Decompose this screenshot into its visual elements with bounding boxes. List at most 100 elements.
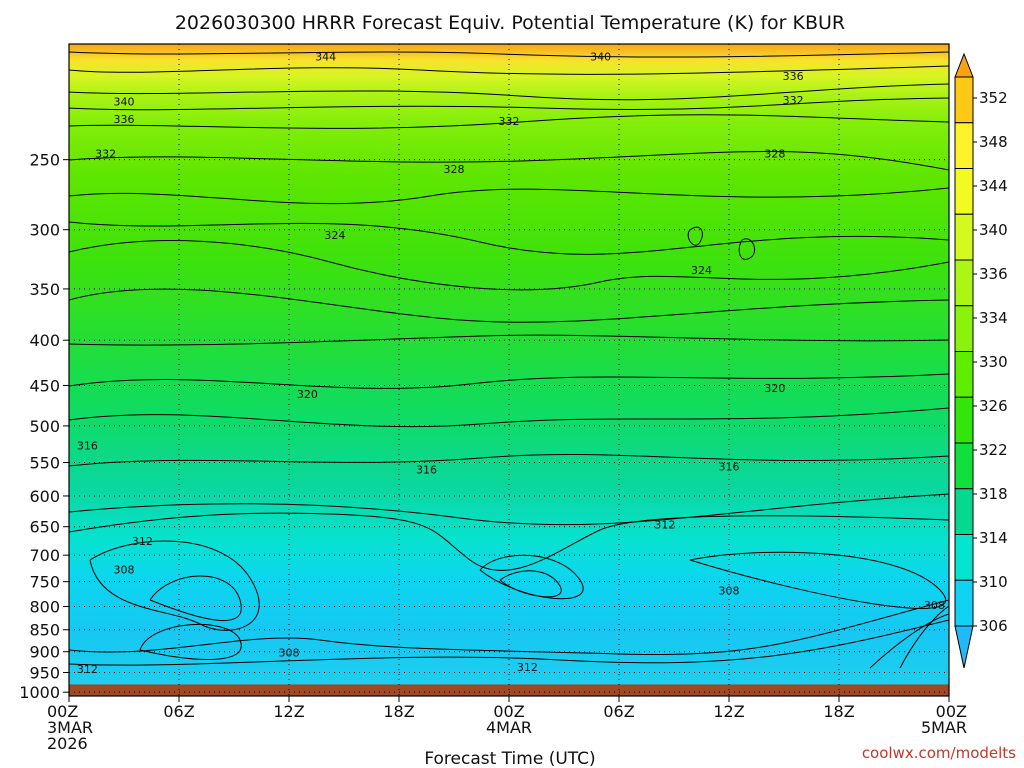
contour-label: 332 [95, 147, 116, 160]
contour-line [69, 97, 949, 111]
colorbar-label: 334 [979, 309, 1008, 327]
colorbar-arrow-top [954, 52, 974, 78]
contour-label: 312 [77, 663, 98, 676]
contour-label: 324 [691, 264, 712, 277]
x-tick-label: 06Z [603, 702, 634, 721]
credit-text: coolwx.com/modelts [862, 744, 1016, 762]
colorbar-swatch [954, 579, 974, 627]
contour-label: 332 [499, 115, 520, 128]
colorbar-swatch [954, 488, 974, 535]
colorbar-swatch [954, 122, 974, 169]
contour-line [69, 493, 949, 526]
x-tick-label: 00Z [493, 702, 524, 721]
colorbar-label: 306 [979, 617, 1008, 635]
contour-line [69, 454, 949, 467]
colorbar-label: 348 [979, 133, 1008, 151]
contour-line [69, 288, 949, 323]
colorbar-label: 340 [979, 221, 1008, 239]
colorbar-label: 310 [979, 573, 1008, 591]
contour-line [689, 551, 947, 610]
y-tick-label: 900 [29, 643, 60, 662]
y-tick-label: 350 [29, 280, 60, 299]
colorbar-swatch [954, 442, 974, 490]
y-tick-label: 400 [29, 331, 60, 350]
contour-line [69, 65, 949, 75]
contour-line [69, 334, 949, 346]
contour-line [69, 240, 949, 291]
y-tick-label: 600 [29, 487, 60, 506]
contour-line [738, 238, 755, 260]
colorbar-arrow-bottom [954, 625, 974, 669]
y-tick-label: 950 [29, 663, 60, 682]
colorbar: 352 348 344 340 336 334 330 326 322 318 314 310 306 [954, 52, 1008, 669]
contour-label: 336 [114, 113, 135, 126]
y-tick-label: 450 [29, 376, 60, 395]
contour-label: 344 [315, 50, 336, 63]
contour-label: 308 [279, 647, 300, 660]
colorbar-label: 330 [979, 353, 1008, 371]
y-tick-label: 550 [29, 454, 60, 473]
colorbar-label: 336 [979, 265, 1008, 283]
ground [69, 684, 949, 696]
colorbar-swatch [954, 259, 974, 307]
x-tick-label: 12Z [273, 702, 304, 721]
contour-line [687, 226, 703, 246]
y-tick-label: 800 [29, 597, 60, 616]
contour-line [899, 605, 949, 669]
contour-line [69, 221, 949, 255]
contour-label: 316 [77, 439, 98, 452]
chart-title: 2026030300 HRRR Forecast Equiv. Potentia… [175, 12, 845, 34]
x-tick-label: 18Z [823, 702, 854, 721]
contour-label: 336 [783, 70, 804, 83]
y-tick-label: 250 [29, 151, 60, 170]
contour-line [149, 575, 242, 622]
contour-label: 320 [764, 382, 785, 395]
contour-line [869, 613, 949, 669]
contour-line [499, 570, 562, 598]
y-tick-label: 650 [29, 518, 60, 537]
contour-line [69, 373, 949, 389]
x-tick-label: 18Z [383, 702, 414, 721]
y-tick-label: 500 [29, 417, 60, 436]
contour-line [69, 114, 949, 129]
contour-label: 312 [132, 535, 153, 548]
contour-label: 312 [654, 518, 675, 531]
x-tick-label: 2026 [47, 734, 88, 753]
x-tick-label: 00Z [47, 702, 78, 721]
y-tick-label: 850 [29, 621, 60, 640]
x-axis-label: Forecast Time (UTC) [424, 749, 595, 768]
colorbar-label: 326 [979, 397, 1008, 415]
contour-label: 340 [114, 96, 135, 109]
colorbar-swatch [954, 168, 974, 215]
colorbar-swatch [954, 213, 974, 261]
colorbar-label: 318 [979, 485, 1008, 503]
contour-line [69, 407, 949, 428]
contour-label: 308 [114, 564, 135, 577]
colorbar-label: 344 [979, 177, 1008, 195]
contour-label: 340 [590, 50, 611, 63]
contour-label: 328 [764, 147, 785, 160]
y-tick-label: 700 [29, 546, 60, 565]
y-tick-label: 1000 [19, 683, 60, 702]
contour-line [69, 512, 949, 571]
contour-label: 324 [324, 229, 345, 242]
colorbar-label: 352 [979, 89, 1008, 107]
contour-label: 308 [719, 584, 740, 597]
colorbar-label: 322 [979, 441, 1008, 459]
contour-line [479, 554, 584, 600]
colorbar-label: 314 [979, 529, 1008, 547]
contour-label: 320 [297, 388, 318, 401]
x-tick-label: 5MAR [921, 718, 967, 737]
contour-line [69, 51, 949, 58]
contour-label: 308 [924, 599, 945, 612]
contour-line [69, 619, 949, 666]
time-gridlines [178, 44, 840, 696]
y-tick-label: 750 [29, 573, 60, 592]
x-tick-label: 00Z [936, 702, 967, 721]
colorbar-swatch [954, 351, 974, 398]
contour-label: 328 [444, 163, 465, 176]
contour-label: 316 [416, 463, 437, 476]
x-tick-label: 4MAR [486, 718, 532, 737]
